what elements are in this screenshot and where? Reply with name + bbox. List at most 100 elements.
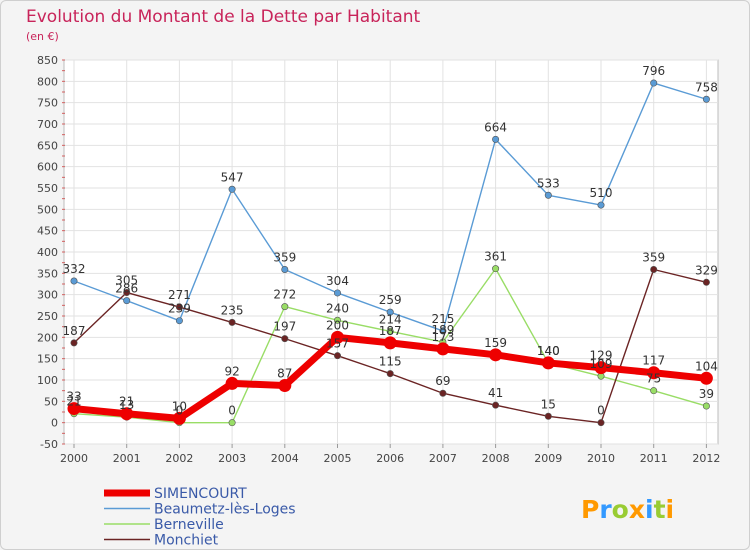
data-label: 159 xyxy=(484,336,507,350)
data-label: 129 xyxy=(590,349,613,363)
data-point xyxy=(650,79,658,87)
y-tick-label: 600 xyxy=(37,161,58,174)
x-tick-label: 2002 xyxy=(165,452,193,465)
data-point xyxy=(702,95,710,103)
data-point xyxy=(699,371,713,385)
data-point xyxy=(172,411,186,425)
y-tick-label: 550 xyxy=(37,182,58,195)
x-tick-label: 2004 xyxy=(271,452,299,465)
y-tick-label: 700 xyxy=(37,118,58,131)
data-label: 21 xyxy=(66,395,81,409)
y-tick-label: -50 xyxy=(40,438,58,451)
data-label: 157 xyxy=(326,337,349,351)
data-label: 664 xyxy=(484,120,507,134)
data-label: 271 xyxy=(168,288,191,302)
x-tick-label: 2008 xyxy=(482,452,510,465)
chart-subtitle: (en €) xyxy=(26,30,59,43)
y-tick-label: 850 xyxy=(37,54,58,67)
data-label: 104 xyxy=(695,359,718,373)
data-label: 87 xyxy=(277,367,292,381)
data-point xyxy=(228,419,236,427)
data-point xyxy=(386,327,394,335)
data-point xyxy=(492,265,500,273)
data-point xyxy=(281,303,289,311)
data-label: 304 xyxy=(326,274,349,288)
data-label: 359 xyxy=(642,250,665,264)
legend-label: SIMENCOURT xyxy=(154,486,247,502)
data-label: 197 xyxy=(273,320,296,334)
y-tick-label: 50 xyxy=(44,395,58,408)
y-tick-label: 350 xyxy=(37,267,58,280)
data-label: 189 xyxy=(431,323,454,337)
y-tick-label: 500 xyxy=(37,203,58,216)
data-label: 259 xyxy=(379,293,402,307)
data-point xyxy=(333,352,341,360)
data-label: 796 xyxy=(642,64,665,78)
data-label: 115 xyxy=(379,355,402,369)
data-point xyxy=(333,316,341,324)
data-point xyxy=(597,419,605,427)
data-point xyxy=(650,265,658,273)
data-point xyxy=(492,401,500,409)
data-point xyxy=(541,356,555,370)
data-label: 286 xyxy=(115,282,138,296)
legend-label: Beaumetz-lès-Loges xyxy=(154,502,296,518)
data-point xyxy=(544,412,552,420)
y-tick-label: 300 xyxy=(37,289,58,302)
data-label: 21 xyxy=(119,395,134,409)
data-point xyxy=(386,308,394,316)
y-tick-label: 150 xyxy=(37,353,58,366)
y-tick-label: 400 xyxy=(37,246,58,259)
data-point xyxy=(489,348,503,362)
data-label: 10 xyxy=(172,399,187,413)
data-point xyxy=(597,201,605,209)
data-label: 305 xyxy=(115,274,138,288)
data-point xyxy=(175,303,183,311)
data-point xyxy=(331,330,344,344)
x-tick-label: 2007 xyxy=(429,452,457,465)
data-label: 214 xyxy=(379,312,402,326)
data-label: 187 xyxy=(379,324,402,338)
data-label: 75 xyxy=(646,372,661,386)
data-label: 332 xyxy=(63,262,86,276)
chart-title: Evolution du Montant de la Dette par Hab… xyxy=(26,7,421,27)
data-point xyxy=(225,376,239,390)
data-point xyxy=(278,379,292,393)
data-point xyxy=(281,265,289,273)
x-tick-label: 2011 xyxy=(640,452,668,465)
data-point xyxy=(439,389,447,397)
x-tick-label: 2003 xyxy=(218,452,246,465)
data-label: 0 xyxy=(597,404,605,418)
data-label: 173 xyxy=(431,330,454,344)
data-label: 361 xyxy=(484,250,507,264)
legend-label: Monchiet xyxy=(154,533,219,549)
y-tick-label: 100 xyxy=(37,374,58,387)
data-label: 41 xyxy=(488,386,503,400)
x-tick-label: 2001 xyxy=(113,452,141,465)
data-point xyxy=(436,342,450,356)
data-label: 215 xyxy=(431,312,454,326)
data-label: 33 xyxy=(66,390,81,404)
x-tick-label: 2012 xyxy=(692,452,720,465)
data-point xyxy=(70,339,78,347)
data-point xyxy=(439,327,447,335)
data-point xyxy=(67,402,81,416)
data-label: 239 xyxy=(168,302,191,316)
data-label: 510 xyxy=(590,186,613,200)
data-label: 547 xyxy=(221,170,244,184)
x-tick-label: 2000 xyxy=(60,452,88,465)
data-point xyxy=(492,135,500,143)
data-label: 39 xyxy=(699,387,714,401)
data-label: 235 xyxy=(221,303,244,317)
data-label: 140 xyxy=(537,344,560,358)
y-tick-label: 750 xyxy=(37,97,58,110)
data-point xyxy=(281,335,289,343)
data-point xyxy=(647,366,661,380)
legend-label: Berneville xyxy=(154,517,224,533)
data-point xyxy=(333,289,341,297)
x-tick-label: 2006 xyxy=(376,452,404,465)
data-point xyxy=(544,191,552,199)
data-label: 117 xyxy=(642,354,665,368)
data-point xyxy=(175,317,183,325)
